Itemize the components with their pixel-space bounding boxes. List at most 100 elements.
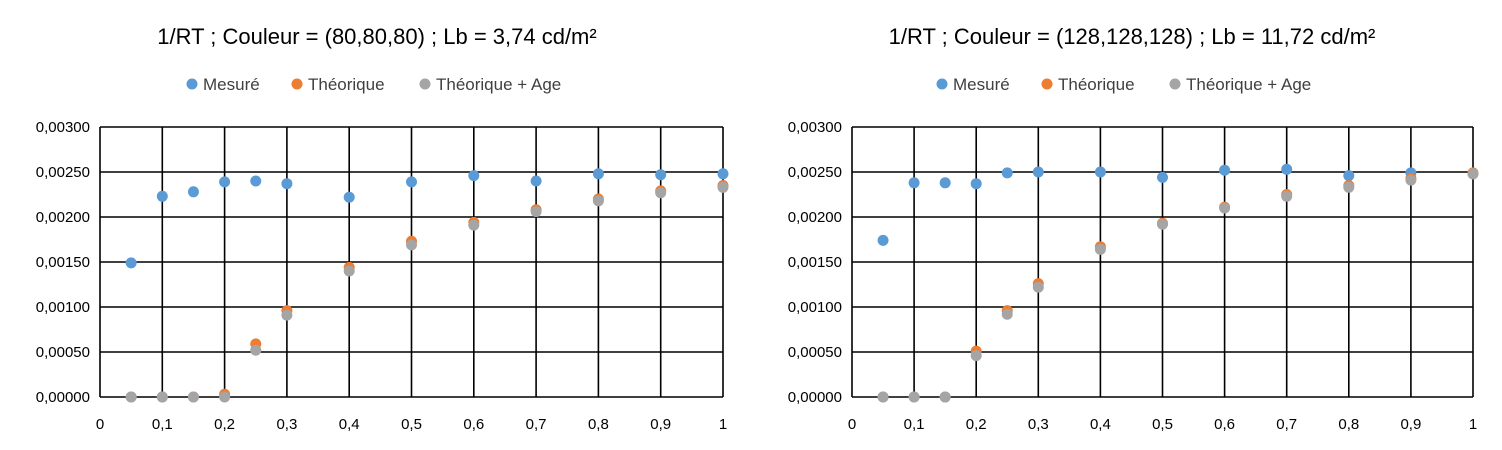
- x-tick-label: 1: [1469, 416, 1477, 433]
- x-tick-label: 0,6: [463, 416, 484, 433]
- y-tick-label: 0,00300: [788, 119, 842, 136]
- x-tick-label: 0,9: [1400, 416, 1421, 433]
- data-point-series3: [530, 206, 542, 218]
- legend-marker-2: [1041, 78, 1053, 90]
- data-point-series3: [406, 239, 417, 251]
- data-point-series1: [406, 176, 417, 188]
- y-tick-label: 0,00150: [788, 254, 842, 271]
- data-point-series1: [156, 190, 168, 202]
- y-tick-label: 0,00000: [36, 389, 90, 406]
- legend-label-2: Théorique: [1058, 75, 1135, 94]
- legend-marker-1: [186, 78, 198, 90]
- x-tick-label: 0,2: [966, 416, 987, 433]
- y-tick-label: 0,00100: [36, 299, 90, 316]
- data-point-series3: [939, 391, 951, 403]
- x-tick-label: 1: [719, 416, 727, 433]
- data-point-series1: [1219, 164, 1231, 176]
- data-point-series3: [1467, 168, 1479, 180]
- x-tick-label: 0,8: [588, 416, 609, 433]
- x-tick-label: 0: [848, 416, 856, 433]
- x-tick-label: 0: [96, 416, 104, 433]
- data-point-series3: [1094, 243, 1106, 255]
- data-point-series3: [1405, 174, 1417, 186]
- data-point-series3: [1001, 308, 1013, 320]
- data-point-series1: [1343, 170, 1355, 182]
- legend-label-1: Mesuré: [953, 75, 1010, 94]
- x-tick-label: 0,9: [650, 416, 671, 433]
- data-point-series3: [250, 344, 262, 356]
- x-tick-label: 0,8: [1338, 416, 1359, 433]
- y-tick-label: 0,00250: [788, 164, 842, 181]
- data-point-series1: [717, 168, 729, 180]
- x-tick-label: 0,2: [214, 416, 235, 433]
- y-tick-label: 0,00000: [788, 389, 842, 406]
- chart-2: 1/RT ; Couleur = (128,128,128) ; Lb = 11…: [788, 24, 1479, 433]
- y-tick-label: 0,00050: [36, 344, 90, 361]
- data-point-series3: [1219, 202, 1231, 214]
- data-point-series1: [1032, 166, 1044, 178]
- data-point-series3: [125, 391, 137, 403]
- data-point-series3: [908, 391, 920, 403]
- legend-label-3: Théorique + Age: [436, 75, 561, 94]
- data-point-series3: [281, 309, 293, 321]
- legend-marker-3: [1169, 78, 1181, 90]
- data-point-series1: [468, 170, 480, 182]
- data-point-series3: [1343, 181, 1355, 193]
- x-tick-label: 0,3: [276, 416, 297, 433]
- legend-marker-1: [936, 78, 948, 90]
- x-tick-label: 0,1: [904, 416, 925, 433]
- data-point-series1: [219, 176, 231, 188]
- x-tick-label: 0,4: [1090, 416, 1111, 433]
- data-point-series1: [970, 178, 982, 190]
- data-point-series3: [970, 350, 982, 362]
- data-point-series1: [1001, 167, 1013, 179]
- y-tick-label: 0,00050: [788, 344, 842, 361]
- chart-title: 1/RT ; Couleur = (128,128,128) ; Lb = 11…: [889, 24, 1376, 49]
- legend-label-3: Théorique + Age: [1186, 75, 1311, 94]
- x-tick-label: 0,7: [1276, 416, 1297, 433]
- data-point-series1: [343, 191, 355, 203]
- data-point-series1: [592, 168, 604, 180]
- data-point-series1: [281, 178, 293, 190]
- y-tick-label: 0,00150: [36, 254, 90, 271]
- x-tick-label: 0,1: [152, 416, 173, 433]
- y-tick-label: 0,00250: [36, 164, 90, 181]
- data-point-series3: [219, 391, 231, 403]
- data-point-series1: [908, 177, 920, 189]
- data-point-series3: [717, 181, 729, 193]
- data-point-series1: [125, 257, 137, 269]
- data-point-series3: [343, 265, 355, 277]
- y-tick-label: 0,00100: [788, 299, 842, 316]
- data-point-series1: [187, 186, 199, 198]
- x-tick-label: 0,6: [1214, 416, 1235, 433]
- data-point-series3: [156, 391, 168, 403]
- legend-label-1: Mesuré: [203, 75, 260, 94]
- data-point-series1: [939, 177, 951, 189]
- y-tick-label: 0,00200: [788, 209, 842, 226]
- y-tick-label: 0,00300: [36, 119, 90, 136]
- x-tick-label: 0,4: [339, 416, 360, 433]
- data-point-series3: [468, 219, 480, 231]
- data-point-series3: [592, 195, 604, 207]
- legend-marker-2: [291, 78, 303, 90]
- x-tick-label: 0,3: [1028, 416, 1049, 433]
- data-point-series1: [250, 175, 262, 187]
- data-point-series1: [1094, 166, 1106, 178]
- x-tick-label: 0,5: [401, 416, 422, 433]
- y-tick-label: 0,00200: [36, 209, 90, 226]
- data-point-series1: [1281, 163, 1293, 175]
- data-point-series1: [1157, 171, 1168, 183]
- data-point-series3: [1032, 281, 1044, 293]
- chart-title: 1/RT ; Couleur = (80,80,80) ; Lb = 3,74 …: [157, 24, 596, 49]
- x-tick-label: 0,5: [1152, 416, 1173, 433]
- legend-marker-3: [419, 78, 431, 90]
- data-point-series3: [1157, 218, 1168, 230]
- chart-1: 1/RT ; Couleur = (80,80,80) ; Lb = 3,74 …: [36, 24, 729, 433]
- data-point-series1: [655, 169, 667, 181]
- legend-label-2: Théorique: [308, 75, 385, 94]
- data-point-series3: [877, 391, 889, 403]
- data-point-series3: [1281, 190, 1293, 202]
- data-point-series3: [655, 187, 667, 199]
- x-tick-label: 0,7: [526, 416, 547, 433]
